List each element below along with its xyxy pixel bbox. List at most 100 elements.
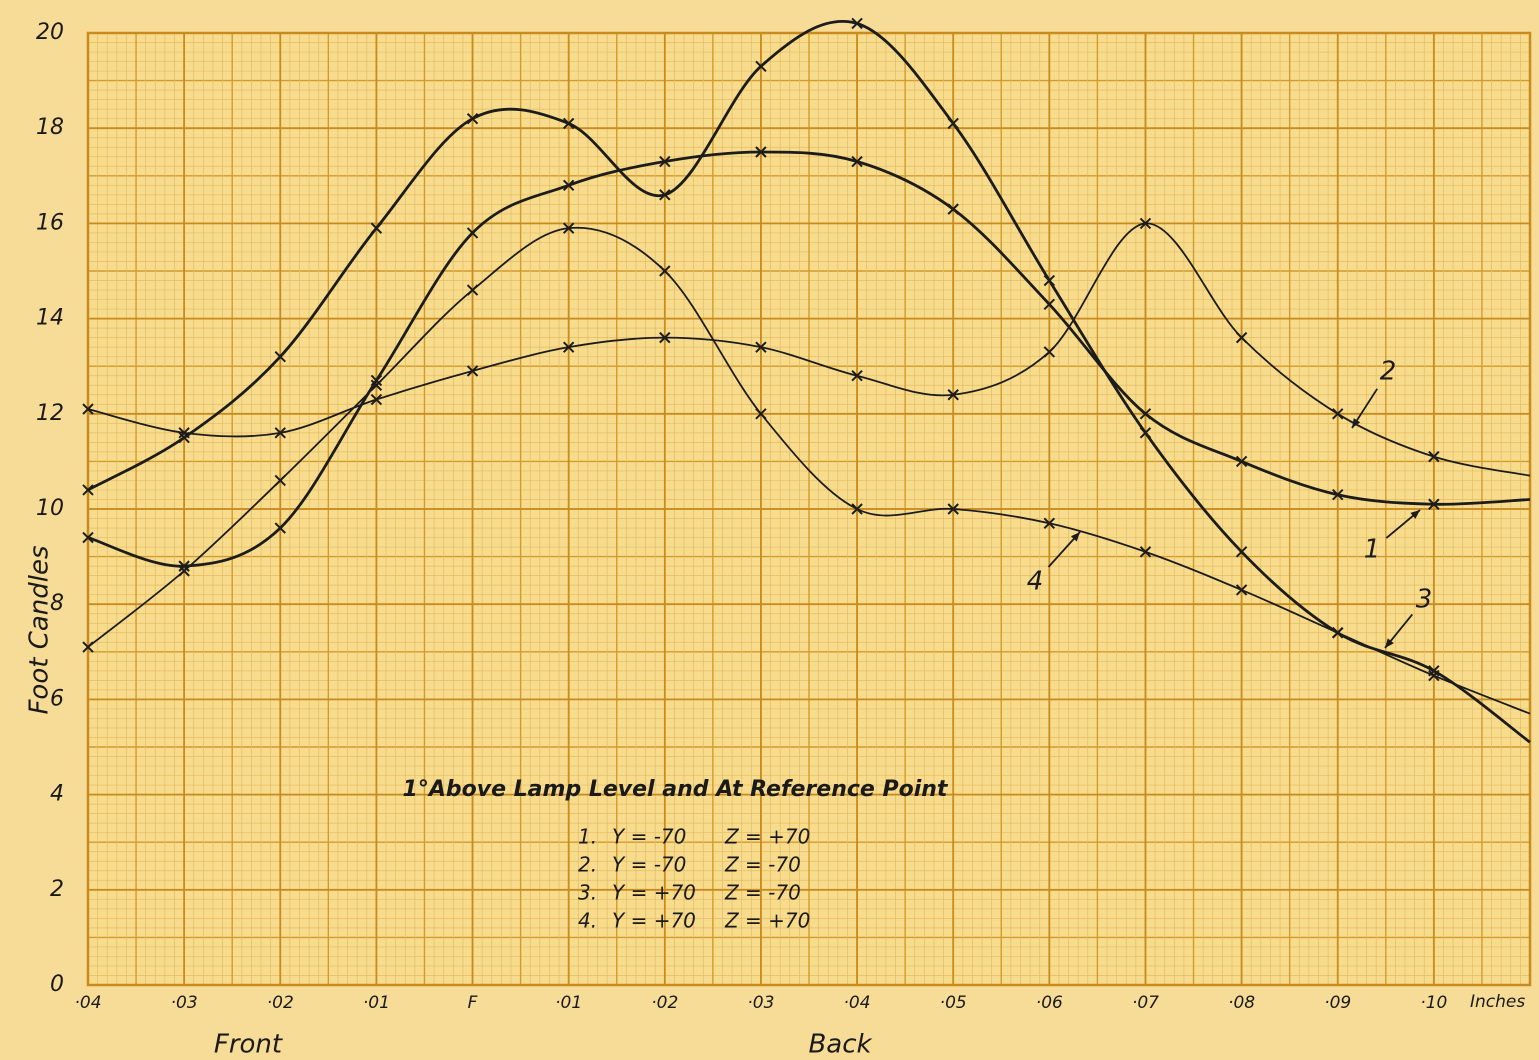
- x-tick-label: ·02: [651, 993, 678, 1013]
- x-tick-label: ·05: [940, 993, 967, 1013]
- data-marker: [370, 379, 383, 391]
- data-marker: [274, 427, 286, 439]
- arrow-head: [1352, 418, 1361, 428]
- data-marker: [562, 341, 575, 353]
- data-marker: [851, 155, 863, 168]
- data-marker: [370, 222, 383, 234]
- x-tick-label: ·06: [1036, 993, 1063, 1013]
- legend-text: Z = -70: [724, 881, 801, 905]
- y-tick-label: 16: [36, 210, 64, 235]
- data-marker: [659, 189, 671, 201]
- data-marker: [659, 155, 671, 168]
- data-marker: [1428, 450, 1440, 463]
- x-tick-label: ·03: [747, 993, 774, 1013]
- data-marker: [466, 284, 479, 296]
- x-group-label: Front: [214, 1030, 283, 1060]
- legend-text: Z = +70: [724, 825, 810, 849]
- data-marker: [1043, 274, 1056, 287]
- data-marker: [659, 331, 671, 344]
- x-unit: Inches: [1470, 992, 1525, 1012]
- y-tick-label: 8: [50, 591, 64, 616]
- data-marker: [1139, 408, 1152, 420]
- data-marker: [82, 641, 94, 653]
- data-marker: [466, 365, 479, 377]
- x-tick-label: ·08: [1228, 993, 1255, 1013]
- curve-label: 1: [1364, 535, 1381, 565]
- data-marker: [947, 203, 959, 215]
- data-marker: [178, 565, 190, 577]
- legend-text: 3.: [578, 881, 597, 905]
- legend-text: Y = +70: [612, 881, 696, 905]
- data-marker: [370, 374, 383, 387]
- curve-label: 4: [1027, 567, 1044, 597]
- data-marker: [851, 17, 863, 30]
- x-tick-label: ·04: [844, 993, 871, 1013]
- data-marker: [1139, 427, 1152, 439]
- y-tick-label: 4: [50, 782, 64, 807]
- data-marker: [562, 117, 575, 130]
- data-marker: [1235, 331, 1248, 344]
- data-marker: [1139, 546, 1152, 558]
- x-tick-label: ·04: [74, 993, 101, 1013]
- data-marker: [1043, 346, 1056, 358]
- data-marker: [1332, 489, 1344, 501]
- data-marker: [562, 222, 575, 234]
- data-marker: [755, 408, 767, 420]
- x-group-label: Back: [808, 1030, 872, 1060]
- data-marker: [851, 370, 863, 382]
- data-marker: [1332, 627, 1344, 639]
- data-marker: [562, 179, 575, 192]
- curve-label: 2: [1380, 357, 1397, 387]
- y-tick-label: 6: [50, 686, 64, 711]
- series-line: [87, 226, 1531, 715]
- data-marker: [851, 503, 863, 515]
- x-tick-label: ·09: [1324, 993, 1351, 1013]
- x-tick-label: F: [468, 993, 478, 1013]
- data-marker: [274, 350, 286, 363]
- x-tick-label: ·01: [363, 993, 390, 1013]
- y-tick-label: 20: [36, 20, 64, 45]
- y-tick-label: 14: [36, 306, 64, 331]
- data-marker: [1235, 546, 1248, 558]
- data-marker: [370, 393, 383, 406]
- data-marker: [82, 403, 94, 415]
- data-marker: [1139, 217, 1152, 230]
- series-line: [87, 20, 1531, 744]
- legend-text: 4.: [578, 909, 597, 933]
- y-tick-label: 12: [36, 401, 64, 426]
- legend-text: 1.: [578, 825, 597, 849]
- y-axis-label: Foot Candles: [25, 545, 55, 714]
- x-tick-label: ·01: [555, 993, 582, 1013]
- data-marker: [1043, 517, 1056, 529]
- data-marker: [1235, 584, 1248, 596]
- data-marker: [947, 389, 959, 401]
- x-tick-label: ·10: [1420, 993, 1447, 1013]
- data-marker: [178, 431, 190, 444]
- data-marker: [947, 117, 959, 130]
- arrow-head: [1385, 638, 1394, 648]
- series-line: [87, 222, 1531, 477]
- curve-label: 3: [1416, 585, 1433, 615]
- legend-text: Z = -70: [724, 853, 801, 877]
- y-tick-label: 2: [50, 877, 64, 902]
- data-marker: [82, 531, 94, 544]
- plot-frame: [86, 31, 1532, 987]
- y-tick-label: 18: [36, 115, 64, 140]
- data-marker: [755, 146, 767, 158]
- y-tick-label: 0: [50, 972, 64, 997]
- data-marker: [466, 112, 479, 125]
- data-marker: [1428, 669, 1440, 682]
- legend-text: Y = -70: [612, 853, 686, 877]
- arrow-head: [1410, 510, 1420, 519]
- data-marker: [466, 227, 479, 239]
- data-marker: [274, 522, 286, 534]
- data-marker: [82, 484, 94, 496]
- data-marker: [178, 560, 190, 572]
- data-marker: [947, 503, 959, 515]
- data-marker: [1235, 455, 1248, 468]
- legend-text: 2.: [578, 853, 597, 877]
- data-marker: [1043, 298, 1056, 311]
- data-marker: [755, 341, 767, 353]
